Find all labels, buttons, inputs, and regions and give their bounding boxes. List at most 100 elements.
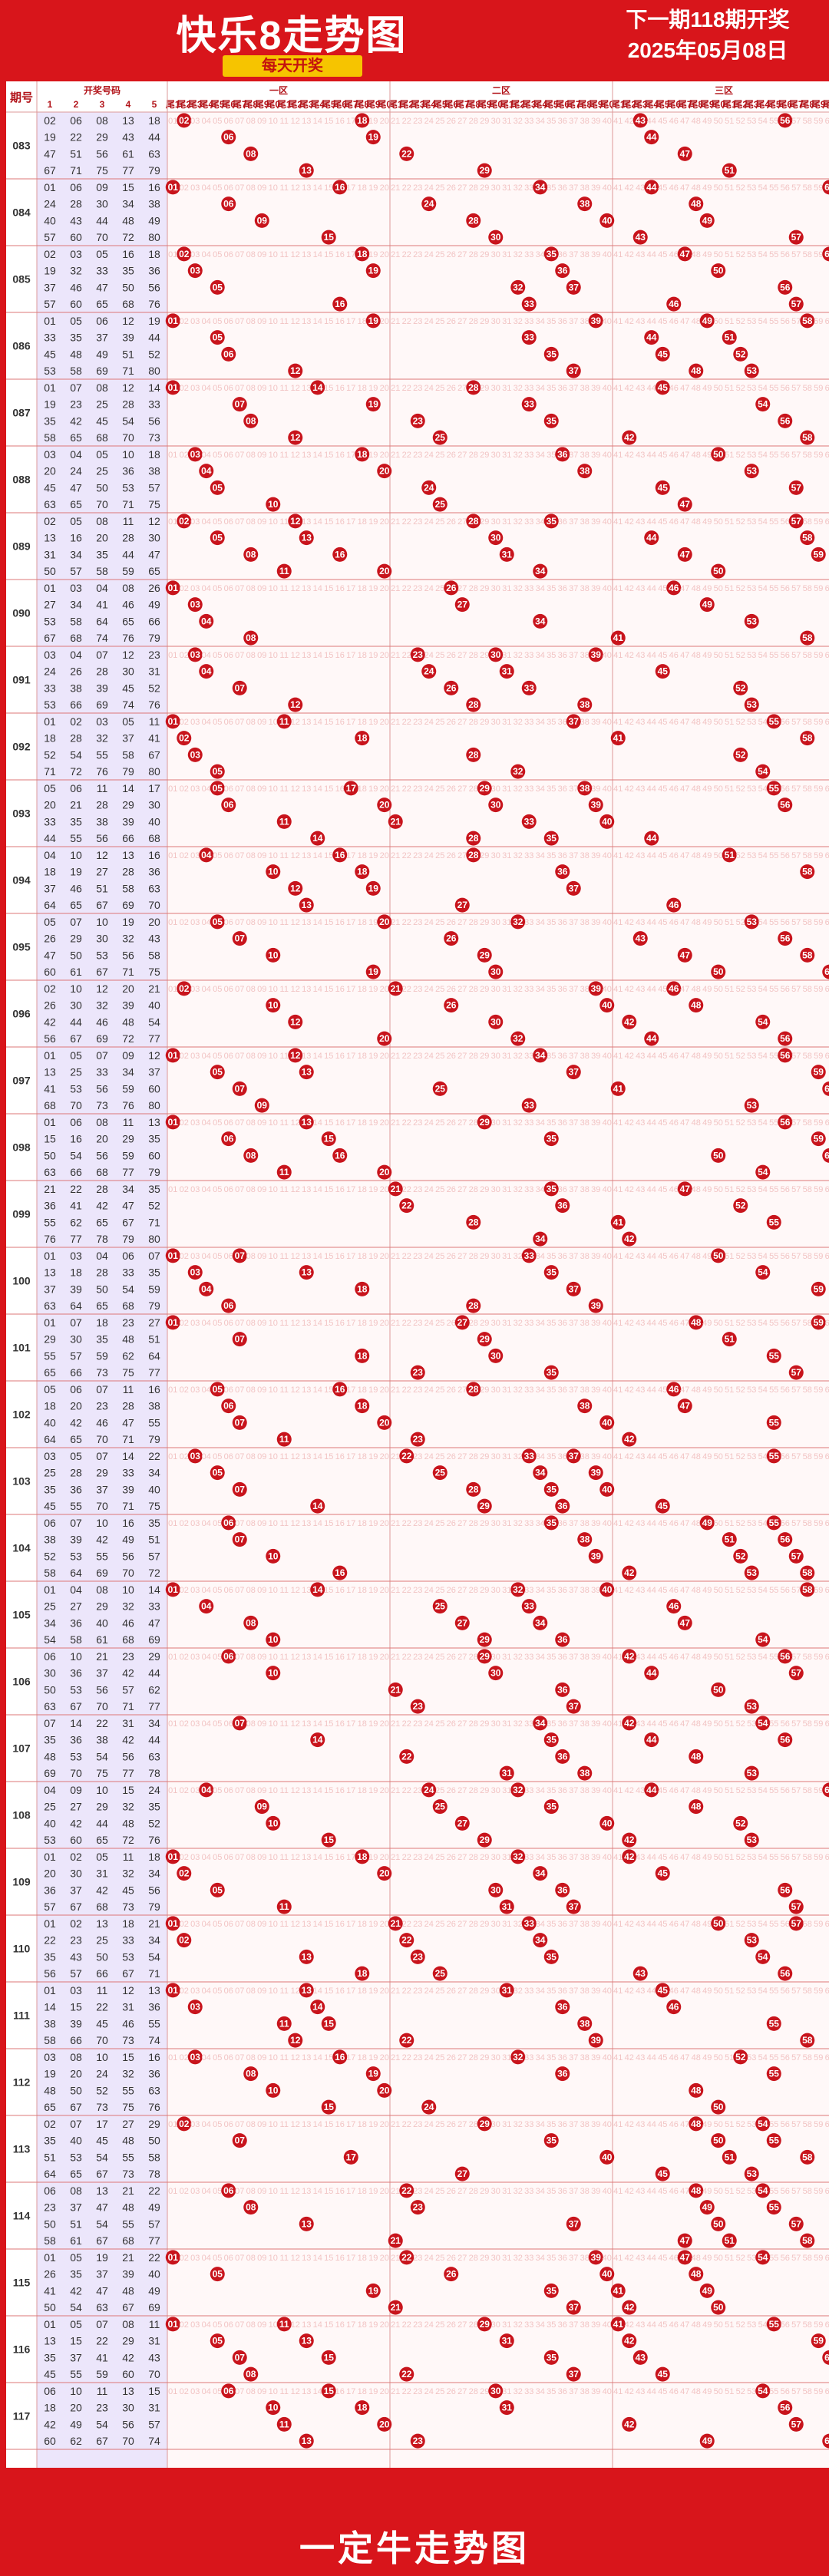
- ghost-number: 22: [402, 1519, 411, 1528]
- issue-number: 116: [13, 2343, 31, 2356]
- ghost-number: 38: [580, 918, 590, 927]
- ghost-number: 39: [591, 2120, 600, 2129]
- ghost-number: 27: [457, 1719, 467, 1729]
- hit-ball-number: 42: [624, 2302, 635, 2313]
- ghost-number: 52: [736, 317, 745, 326]
- ghost-number: 45: [658, 1185, 667, 1194]
- ghost-number: 23: [413, 918, 422, 927]
- ghost-number: 59: [814, 1385, 823, 1395]
- draw-number: 01: [44, 1584, 56, 1596]
- ghost-number: 26: [447, 784, 456, 794]
- ghost-number: 13: [302, 651, 311, 660]
- ghost-number: 50: [714, 1653, 723, 1662]
- ghost-number: 07: [235, 1653, 244, 1662]
- ghost-number: 09: [257, 784, 266, 794]
- ghost-number: 04: [202, 1252, 211, 1261]
- draw-number: 68: [96, 1901, 108, 1913]
- ghost-number: 56: [781, 517, 790, 527]
- ghost-number: 24: [424, 1586, 434, 1595]
- ghost-number: 40: [603, 918, 612, 927]
- ghost-number: 38: [580, 1920, 590, 1929]
- ghost-number: 34: [536, 2187, 545, 2196]
- hit-ball: [365, 263, 381, 279]
- draw-number: 03: [70, 248, 82, 260]
- issue-number: 084: [12, 206, 31, 219]
- draw-number: 14: [148, 1584, 160, 1596]
- ghost-number: 33: [524, 918, 533, 927]
- ghost-number: 17: [346, 1185, 355, 1194]
- ghost-number: 54: [758, 1986, 768, 1996]
- ghost-number: 55: [769, 517, 778, 527]
- ghost-number: 30: [491, 2120, 500, 2129]
- hit-ball-number: 04: [201, 466, 212, 477]
- ghost-number: 20: [380, 1920, 389, 1929]
- draw-number: 49: [148, 599, 160, 611]
- ghost-number: 27: [457, 1786, 467, 1795]
- hit-ball-number: 39: [591, 649, 602, 660]
- ghost-number: 49: [702, 183, 712, 193]
- ghost-number: 18: [358, 1052, 367, 1061]
- ghost-number: 29: [480, 918, 489, 927]
- hit-ball-number: 11: [279, 816, 289, 827]
- ghost-number: 26: [447, 851, 456, 860]
- ghost-number: 27: [457, 1118, 467, 1128]
- draw-number: 65: [96, 1834, 108, 1846]
- ghost-number: 37: [569, 1519, 578, 1528]
- ghost-number: 35: [547, 1986, 556, 1996]
- draw-number: 55: [122, 2084, 134, 2096]
- ghost-number: 40: [603, 851, 612, 860]
- ghost-number: 27: [457, 317, 467, 326]
- ghost-number: 54: [758, 1052, 768, 1061]
- ghost-number: 27: [457, 718, 467, 727]
- draw-number: 23: [44, 2201, 56, 2214]
- ghost-number: 56: [781, 1853, 790, 1862]
- ghost-number: 24: [424, 451, 434, 460]
- ghost-number: 56: [781, 584, 790, 593]
- ghost-number: 34: [536, 250, 545, 259]
- ghost-number: 26: [447, 1118, 456, 1128]
- hit-ball-number: 48: [691, 1751, 702, 1762]
- hit-ball-number: 27: [457, 599, 468, 610]
- ghost-number: 41: [613, 1519, 623, 1528]
- draw-number: 68: [70, 632, 82, 644]
- hit-ball-number: 13: [302, 1117, 312, 1128]
- ghost-number: 15: [324, 1052, 333, 1061]
- ghost-number: 01: [168, 2187, 177, 2196]
- hit-ball-number: 58: [802, 1584, 813, 1595]
- tail-label-header: 尾9: [477, 99, 492, 110]
- ghost-number: 35: [547, 718, 556, 727]
- ghost-number: 45: [658, 1920, 667, 1929]
- ghost-number: 04: [202, 718, 211, 727]
- draw-number: 07: [96, 1450, 108, 1462]
- draw-number: 37: [96, 332, 108, 344]
- draw-number: 70: [96, 2034, 108, 2046]
- ghost-number: 01: [168, 451, 177, 460]
- ghost-number: 30: [491, 2254, 500, 2263]
- hit-ball: [822, 246, 829, 262]
- hit-ball-number: 06: [223, 1401, 234, 1412]
- hit-ball-number: 37: [569, 1067, 580, 1078]
- ghost-number: 53: [747, 117, 756, 126]
- hit-ball-number: 44: [646, 833, 657, 844]
- draw-number: 72: [122, 231, 134, 243]
- hit-ball-number: 58: [802, 632, 813, 643]
- draw-number: 78: [96, 1233, 108, 1245]
- ghost-number: 39: [591, 1786, 600, 1795]
- tail-label-header: 尾5: [210, 99, 225, 110]
- ghost-number: 06: [224, 1986, 233, 1996]
- ghost-number: 48: [692, 851, 701, 860]
- ghost-number: 38: [580, 1185, 590, 1194]
- ghost-number: 40: [603, 117, 612, 126]
- ghost-number: 13: [302, 1385, 311, 1395]
- ghost-number: 03: [190, 1185, 200, 1194]
- draw-number: 54: [70, 1149, 82, 1161]
- ghost-number: 20: [380, 2187, 389, 2196]
- ghost-number: 51: [725, 985, 734, 994]
- draw-number: 27: [70, 1600, 82, 1613]
- ghost-number: 55: [769, 1853, 778, 1862]
- ghost-number: 08: [246, 2254, 256, 2263]
- ghost-number: 15: [324, 2120, 333, 2129]
- draw-number: 05: [70, 2251, 82, 2264]
- draw-number: 44: [148, 1734, 160, 1746]
- draw-number: 68: [122, 298, 134, 310]
